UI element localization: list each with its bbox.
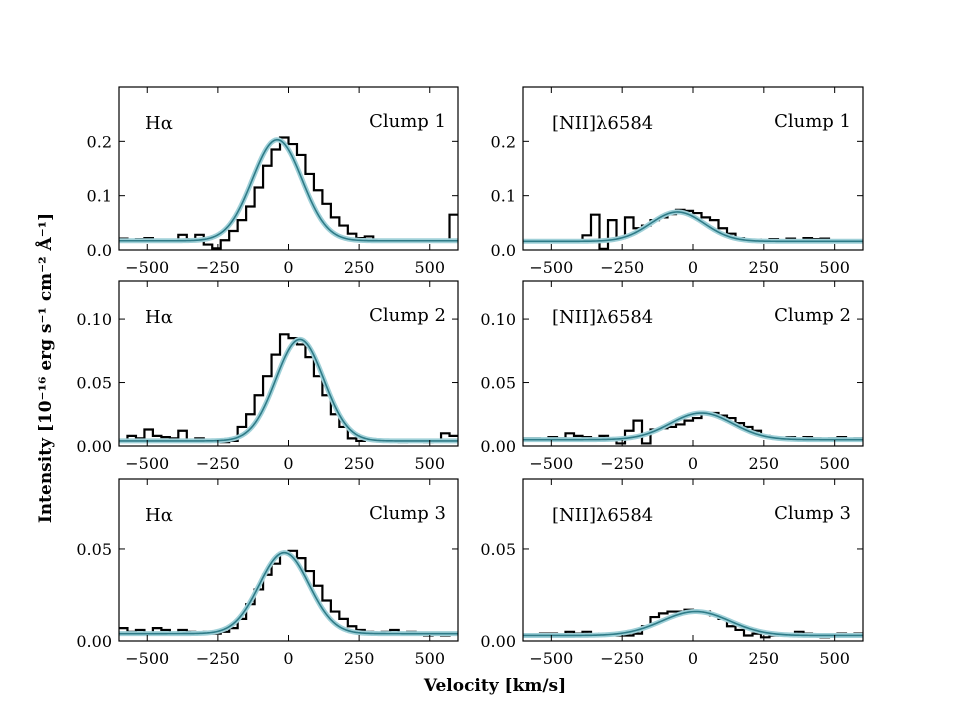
clump-label: Clump 1 (369, 111, 446, 132)
y-tick-label: 0.05 (76, 374, 112, 393)
x-tick-label: 0 (283, 454, 293, 473)
y-tick-label: 0.1 (87, 187, 112, 206)
x-tick-label: 500 (819, 649, 850, 668)
x-tick-label: −250 (196, 454, 240, 473)
y-tick-label: 0.0 (87, 241, 112, 260)
gaussian-fit-line (119, 551, 458, 635)
x-tick-label: −500 (125, 258, 169, 277)
x-tick-label: 500 (414, 258, 445, 277)
x-tick-label: 500 (819, 258, 850, 277)
y-tick-label: 0.00 (480, 632, 516, 651)
x-tick-label: 0 (688, 649, 698, 668)
panel-grid: −500 −250 0 250 500 0.0 0.1 0.2 Hα Clump 1 −500 −25… (76, 86, 864, 668)
clump-label: Clump 2 (369, 305, 446, 326)
emission-line-label: [NII]λ6584 (552, 307, 653, 328)
clump-label: Clump 1 (774, 111, 851, 132)
x-tick-label: −250 (196, 258, 240, 277)
y-tick-label: 0.00 (76, 632, 112, 651)
x-tick-label: 500 (414, 454, 445, 473)
y-tick-label: 0.2 (491, 132, 516, 151)
x-tick-label: 250 (749, 454, 780, 473)
panel-6: −500 −250 0 250 500 0.00 0.05 [NII]λ6584 Clump 3 (480, 478, 864, 668)
observed-spectrum (119, 549, 458, 637)
x-tick-label: 500 (819, 454, 850, 473)
emission-line-label: Hα (145, 505, 173, 526)
y-tick-label: 0.1 (491, 187, 516, 206)
y-tick-label: 0.0 (491, 241, 516, 260)
x-axis-label: Velocity [km/s] (423, 676, 566, 696)
y-tick-label: 0.00 (480, 437, 516, 456)
clump-label: Clump 2 (774, 305, 851, 326)
x-tick-label: −250 (196, 649, 240, 668)
y-tick-label: 0.10 (76, 310, 112, 329)
emission-line-label: Hα (145, 113, 173, 134)
panel-1: −500 −250 0 250 500 0.0 0.1 0.2 Hα Clump 1 (87, 86, 459, 277)
x-tick-label: 0 (283, 649, 293, 668)
x-tick-label: −500 (529, 258, 573, 277)
x-tick-label: 500 (414, 649, 445, 668)
x-tick-label: −250 (600, 258, 644, 277)
fit-uncertainty-band (119, 137, 458, 244)
x-tick-label: −500 (529, 649, 573, 668)
gaussian-fit-line (523, 211, 863, 243)
emission-line-label: Hα (145, 307, 173, 328)
x-tick-label: 0 (688, 454, 698, 473)
y-tick-label: 0.00 (76, 437, 112, 456)
panel-2: −500 −250 0 250 500 0.0 0.1 0.2 [NII]λ6584 Clump … (491, 86, 864, 277)
clump-label: Clump 3 (369, 503, 446, 524)
x-tick-label: −500 (125, 454, 169, 473)
emission-line-label: [NII]λ6584 (552, 505, 653, 526)
y-axis-label: Intensity [10⁻¹⁶ erg s⁻¹ cm⁻² Å⁻¹] (34, 213, 56, 523)
gaussian-fit-line (119, 138, 458, 242)
gaussian-fit-line (523, 610, 863, 637)
gaussian-fit-line (523, 412, 863, 441)
x-tick-label: 0 (283, 258, 293, 277)
y-tick-label: 0.2 (87, 132, 112, 151)
x-tick-label: 250 (749, 258, 780, 277)
x-tick-label: 250 (344, 258, 375, 277)
clump-label: Clump 3 (774, 503, 851, 524)
x-tick-label: 250 (344, 649, 375, 668)
x-tick-label: −500 (125, 649, 169, 668)
x-tick-label: −250 (600, 454, 644, 473)
y-tick-label: 0.05 (480, 540, 516, 559)
gaussian-fit-line (119, 338, 458, 442)
x-tick-label: −500 (529, 454, 573, 473)
x-tick-label: 250 (344, 454, 375, 473)
fit-uncertainty-band (119, 336, 458, 444)
y-tick-label: 0.05 (76, 540, 112, 559)
panel-4: −500 −250 0 250 500 0.00 0.05 0.10 [NII]λ6584 Clu… (480, 280, 864, 473)
x-tick-label: −250 (600, 649, 644, 668)
panel-5: −500 −250 0 250 500 0.00 0.05 Hα Clump 3 (76, 478, 459, 668)
x-tick-label: 0 (688, 258, 698, 277)
y-tick-label: 0.05 (480, 374, 516, 393)
x-tick-label: 250 (749, 649, 780, 668)
panel-3: −500 −250 0 250 500 0.00 0.05 0.10 Hα Clump 2 (76, 280, 459, 473)
fit-uncertainty-band (119, 550, 458, 637)
emission-line-label: [NII]λ6584 (552, 113, 653, 134)
y-tick-label: 0.10 (480, 310, 516, 329)
